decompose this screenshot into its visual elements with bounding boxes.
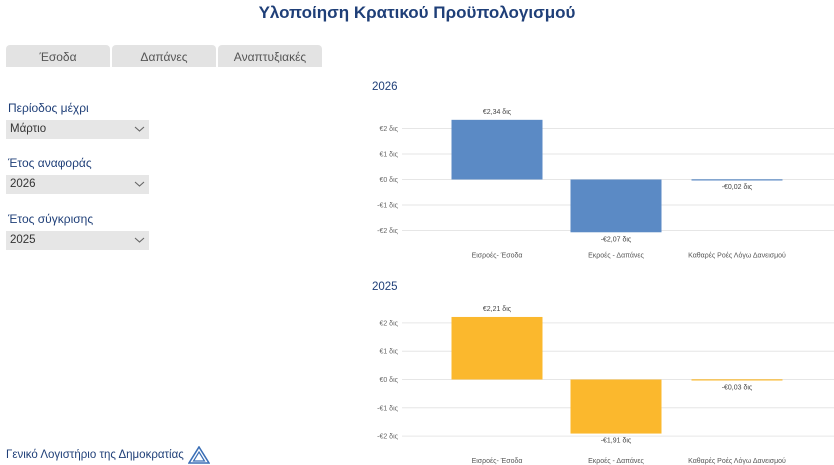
bar	[451, 119, 543, 180]
period-select[interactable]: Μάρτιο	[6, 120, 149, 139]
period-label: Περίοδος μέχρι	[8, 101, 89, 115]
bar	[451, 316, 543, 380]
ref-year-select-value: 2026	[10, 178, 36, 190]
bar	[691, 379, 783, 381]
data-label: -€0,02 δις	[722, 184, 753, 191]
tab-development[interactable]: Αναπτυξιακές	[218, 45, 322, 67]
chevron-down-icon	[134, 181, 145, 187]
chart-title-2025: 2025	[372, 281, 398, 293]
chart-title-2026: 2026	[372, 81, 398, 93]
category-label: Εισροές- Έσοδα	[472, 252, 523, 260]
y-tick-label: €0 δις	[379, 377, 398, 384]
category-label: Καθαρές Ροές Λόγω Δανεισμού	[688, 457, 786, 465]
y-tick-label: -€1 δις	[377, 203, 399, 210]
chevron-down-icon	[134, 237, 145, 243]
chevron-down-icon	[134, 126, 145, 132]
tab-revenue[interactable]: Έσοδα	[6, 45, 110, 67]
triangle-logo-icon	[187, 446, 210, 464]
data-label: €2,21 δις	[483, 306, 512, 313]
ref-year-label: Έτος αναφοράς	[8, 156, 92, 170]
tab-expenses[interactable]: Δαπάνες	[112, 45, 216, 67]
bar	[691, 179, 783, 181]
ref-year-select[interactable]: 2026	[6, 175, 149, 194]
cmp-year-select-value: 2025	[10, 234, 36, 246]
data-label: €2,34 δις	[483, 109, 512, 116]
y-tick-label: -€1 δις	[377, 405, 399, 412]
tab-bar: Έσοδα Δαπάνες Αναπτυξιακές	[6, 45, 324, 67]
cmp-year-label: Έτος σύγκρισης	[8, 212, 94, 226]
y-tick-label: -€2 δις	[377, 434, 399, 441]
y-tick-label: -€2 δις	[377, 228, 399, 235]
category-label: Εισροές- Έσοδα	[472, 457, 523, 465]
data-label: -€1,91 δις	[601, 438, 632, 445]
page-title: Υλοποίηση Κρατικού Προϋπολογισμού	[258, 3, 576, 22]
y-tick-label: €2 δις	[379, 320, 398, 327]
footer: Γενικό Λογιστήριο της Δημοκρατίας	[6, 446, 210, 464]
category-label: Καθαρές Ροές Λόγω Δανεισμού	[688, 252, 786, 260]
bar	[570, 379, 662, 434]
y-tick-label: €0 δις	[379, 177, 398, 184]
cmp-year-select[interactable]: 2025	[6, 231, 149, 250]
y-tick-label: €2 δις	[379, 126, 398, 133]
category-label: Εκροές - Δαπάνες	[588, 252, 644, 260]
period-select-value: Μάρτιο	[10, 123, 47, 135]
category-label: Εκροές - Δαπάνες	[588, 457, 644, 465]
y-tick-label: €1 δις	[379, 152, 398, 159]
bar	[570, 179, 662, 233]
data-label: -€2,07 δις	[601, 236, 632, 243]
data-label: -€0,03 δις	[722, 384, 753, 391]
y-tick-label: €1 δις	[379, 349, 398, 356]
footer-org-name: Γενικό Λογιστήριο της Δημοκρατίας	[6, 449, 184, 461]
